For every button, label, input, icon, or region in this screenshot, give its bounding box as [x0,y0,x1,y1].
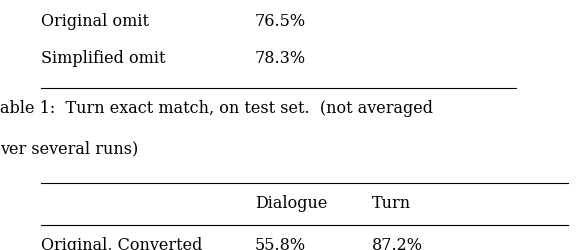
Text: Turn: Turn [372,195,411,212]
Text: Simplified omit: Simplified omit [41,50,165,67]
Text: ver several runs): ver several runs) [0,140,138,157]
Text: Dialogue: Dialogue [255,195,328,212]
Text: 78.3%: 78.3% [255,50,306,67]
Text: 55.8%: 55.8% [255,238,306,250]
Text: 76.5%: 76.5% [255,12,306,29]
Text: 87.2%: 87.2% [372,238,423,250]
Text: Original omit: Original omit [41,12,149,29]
Text: able 1:  Turn exact match, on test set.  (not averaged: able 1: Turn exact match, on test set. (… [0,100,433,117]
Text: Original, Converted: Original, Converted [41,238,202,250]
